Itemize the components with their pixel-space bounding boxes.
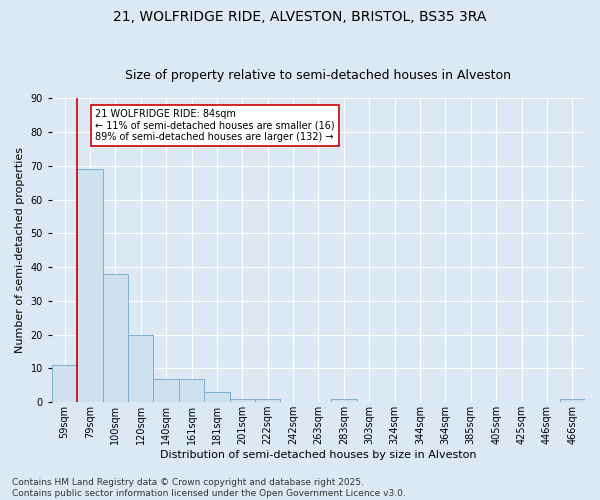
Text: 21, WOLFRIDGE RIDE, ALVESTON, BRISTOL, BS35 3RA: 21, WOLFRIDGE RIDE, ALVESTON, BRISTOL, B… [113, 10, 487, 24]
Bar [255, 399, 280, 402]
Text: 21 WOLFRIDGE RIDE: 84sqm
← 11% of semi-detached houses are smaller (16)
89% of s: 21 WOLFRIDGE RIDE: 84sqm ← 11% of semi-d… [95, 108, 335, 142]
Bar [103, 274, 128, 402]
Bar [560, 399, 585, 402]
Bar [154, 378, 179, 402]
Bar [128, 334, 154, 402]
Title: Size of property relative to semi-detached houses in Alveston: Size of property relative to semi-detach… [125, 69, 511, 82]
Bar [179, 378, 204, 402]
Text: Contains HM Land Registry data © Crown copyright and database right 2025.
Contai: Contains HM Land Registry data © Crown c… [12, 478, 406, 498]
X-axis label: Distribution of semi-detached houses by size in Alveston: Distribution of semi-detached houses by … [160, 450, 477, 460]
Bar [77, 170, 103, 402]
Bar [204, 392, 230, 402]
Y-axis label: Number of semi-detached properties: Number of semi-detached properties [15, 148, 25, 354]
Bar [331, 399, 356, 402]
Bar [52, 365, 77, 402]
Bar [230, 399, 255, 402]
